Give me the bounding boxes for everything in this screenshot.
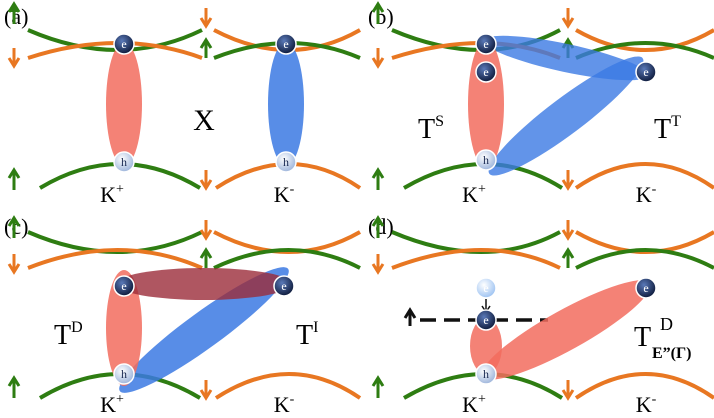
electron-marker (113, 33, 135, 55)
spin-down-arrow (7, 48, 21, 69)
electron-label: e (121, 279, 126, 293)
hole-marker (113, 151, 135, 173)
orange-band (391, 248, 561, 270)
electron-marker (475, 33, 497, 55)
panel-a: (a) e h e h X K+ K- (4, 1, 362, 207)
triplet-trion-label: TT (654, 113, 681, 145)
exciton-label: X (193, 104, 215, 137)
dark-trion-label: TD (54, 319, 83, 351)
hole-label: h (283, 155, 289, 169)
spin-up-arrow (7, 1, 21, 24)
singlet-trion-label: TS (418, 113, 444, 145)
electron-marker (475, 61, 497, 83)
panel-c: (c) e e h TD TI K+ K- (4, 214, 362, 417)
spin-down-arrow (7, 254, 21, 275)
panel-d-label: (d) (368, 214, 394, 239)
hole-label: h (121, 155, 127, 169)
spin-up-arrow (371, 375, 385, 398)
electron-marker (475, 309, 497, 331)
electron-label: e (483, 65, 488, 79)
electron-label: e (643, 65, 648, 79)
spin-up-arrow (561, 247, 575, 268)
valley-label-k-plus: K+ (100, 182, 124, 207)
electron-label: e (483, 313, 488, 327)
spin-up-arrow (371, 167, 385, 190)
spin-up-arrow (371, 1, 385, 24)
green-band (575, 248, 714, 270)
valley-label-k-plus: K+ (462, 182, 486, 207)
electron-marker (275, 33, 297, 55)
electron-marker (635, 277, 657, 299)
spin-down-arrow (199, 220, 213, 241)
spin-down-arrow (561, 380, 575, 401)
red-trion-cloud (470, 318, 502, 374)
faded-electron-marker (475, 277, 497, 299)
red-trion-cloud (481, 280, 651, 380)
valley-label-k-minus: K- (636, 182, 657, 207)
blue-trion-cloud (488, 56, 644, 176)
orange-band (214, 372, 362, 400)
defect-trion-subscript: E”(Γ) (652, 345, 692, 362)
orange-band (575, 28, 714, 52)
spin-down-arrow (199, 380, 213, 401)
panel-d: (d) e e e h T D E”(Γ) K+ K- (368, 214, 714, 417)
spin-up-arrow (7, 167, 21, 190)
green-band (213, 248, 361, 270)
valley-label-k-minus: K- (274, 182, 295, 207)
spin-up-arrow (199, 247, 213, 268)
electron-label: e (483, 37, 488, 51)
spin-down-arrow (561, 170, 575, 191)
spin-up-arrow (403, 307, 417, 326)
spin-down-arrow (371, 254, 385, 275)
red-trion-cloud (468, 40, 504, 168)
hole-marker (475, 149, 497, 171)
orange-band (27, 248, 203, 270)
spin-down-arrow (199, 8, 213, 29)
electron-marker (113, 275, 135, 297)
intervalley-trion-label: TI (296, 319, 318, 351)
electron-label: e (281, 279, 286, 293)
spin-down-arrow (199, 170, 213, 191)
defect-trion-label: T (634, 322, 651, 353)
spin-down-arrow (561, 220, 575, 241)
spin-up-arrow (199, 37, 213, 58)
hole-label: h (483, 153, 489, 167)
hole-label: h (483, 367, 489, 381)
blue-exciton-cloud (268, 42, 304, 166)
valley-label-k-plus: K+ (462, 392, 486, 417)
blue-trion-cloud (119, 267, 289, 393)
hole-marker (275, 151, 297, 173)
red-trion-cloud (106, 270, 142, 386)
valley-label-k-minus: K- (274, 392, 295, 417)
spin-up-arrow (7, 215, 21, 238)
spin-down-arrow (561, 8, 575, 29)
electron-label: e (283, 37, 288, 51)
orange-band (574, 372, 714, 400)
spin-up-arrow (371, 215, 385, 238)
dark-red-trion-cloud (116, 268, 292, 300)
electron-label: e (121, 37, 126, 51)
faded-electron-label: e (483, 281, 488, 295)
electron-label: e (643, 281, 648, 295)
panel-b: (b) e e e h TS TT K+ K- (368, 1, 714, 207)
spin-up-arrow (7, 375, 21, 398)
spin-down-arrow (371, 48, 385, 69)
valley-label-k-minus: K- (636, 392, 657, 417)
defect-trion-superscript: D (660, 314, 673, 334)
hole-label: h (121, 367, 127, 381)
orange-band (574, 162, 714, 190)
hole-marker (475, 363, 497, 385)
electron-marker (273, 275, 295, 297)
hole-marker (113, 363, 135, 385)
panel-c-label: (c) (4, 214, 28, 239)
electron-marker (635, 61, 657, 83)
valley-label-k-plus: K+ (100, 392, 124, 417)
red-exciton-cloud (106, 42, 142, 166)
